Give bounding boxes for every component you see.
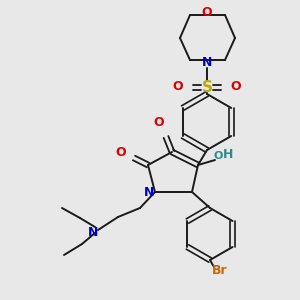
Text: H: H [223,148,233,161]
Text: N: N [144,185,154,199]
Text: O: O [116,146,126,158]
Text: O: O [213,151,223,161]
Text: N: N [202,56,212,70]
Text: S: S [202,80,212,94]
Text: N: N [88,226,98,238]
Text: Br: Br [212,263,228,277]
Text: O: O [154,116,164,130]
Text: O: O [202,7,212,20]
Text: O: O [231,80,241,94]
Text: O: O [173,80,183,94]
